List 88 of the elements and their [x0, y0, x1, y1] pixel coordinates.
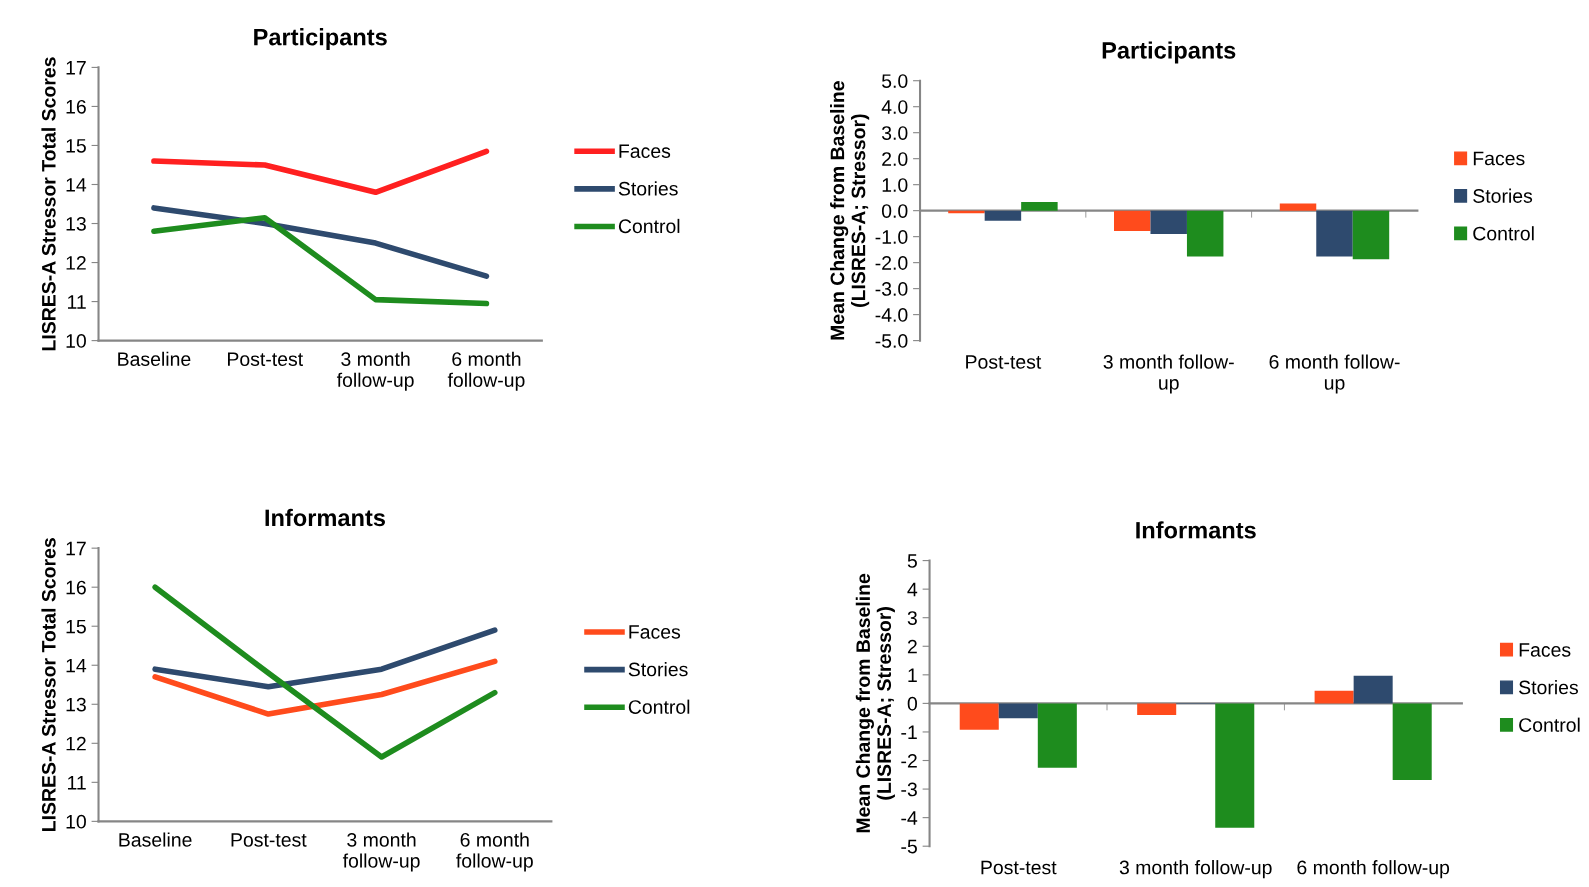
chart-title: Informants	[1136, 521, 1256, 539]
y-tick-label: 11	[68, 776, 86, 790]
y-tick-label: 17	[66, 61, 86, 75]
y-tick-label: -1.0	[875, 230, 908, 244]
y-tick-label: 13	[66, 697, 86, 712]
y-tick-label: -4.0	[875, 308, 908, 322]
y-tick-label: -3	[901, 782, 917, 797]
y-tick-label: -3.0	[875, 282, 908, 296]
bar	[1186, 210, 1224, 257]
y-tick-label: 3	[907, 611, 917, 625]
y-tick-label: 12	[66, 256, 86, 270]
bar	[1150, 210, 1187, 235]
y-tick-label: 2.0	[882, 152, 908, 166]
y-tick-label: -5	[901, 839, 917, 854]
y-tick-label: -1	[901, 725, 917, 739]
bar	[1316, 210, 1353, 257]
x-tick-label: 6 month follow-up	[1297, 860, 1450, 879]
chart-title: Participants	[254, 28, 387, 51]
x-tick-label: Post-test	[966, 355, 1042, 369]
x-tick-label: Post-test	[228, 352, 303, 366]
chart-title: Informants	[265, 508, 385, 527]
x-tick-label: 3 month follow-up	[1119, 860, 1272, 879]
y-tick-label: 14	[66, 178, 87, 192]
chart-title: Participants	[1102, 41, 1236, 64]
bar	[1353, 675, 1393, 704]
legend-label: Stories	[1473, 188, 1533, 203]
bar	[1215, 703, 1255, 828]
y-axis-title: Mean Change from Baseline (LISRES-A; Stressor)	[830, 81, 870, 340]
legend-label: Control	[1473, 226, 1534, 241]
y-tick-label: 16	[66, 99, 86, 114]
y-tick-label: -4	[901, 811, 918, 825]
y-tick-label: -5.0	[875, 334, 908, 348]
legend-label: Faces	[1473, 151, 1525, 166]
legend-label: Faces	[619, 144, 671, 158]
y-tick-label: 0	[907, 696, 917, 711]
legend-label: Control	[628, 699, 690, 714]
x-tick-label: 6 month follow-up	[447, 351, 525, 391]
legend-label: Stories	[618, 181, 678, 196]
y-tick-label: 13	[66, 216, 86, 231]
bar	[1392, 703, 1432, 780]
x-tick-label: Baseline	[118, 351, 191, 366]
legend-label: Stories	[628, 662, 688, 677]
y-tick-label: 10	[66, 334, 86, 348]
y-tick-label: 12	[66, 736, 86, 751]
y-tick-label: 15	[66, 619, 86, 634]
bar	[1021, 202, 1058, 211]
bar	[1137, 703, 1177, 716]
x-tick-label: 6 month follow-up	[456, 832, 533, 872]
y-tick-label: 15	[66, 139, 86, 153]
bar	[984, 210, 1022, 221]
y-tick-label: 14	[66, 658, 87, 673]
y-axis-title: LISRES-A Stressor Total Scores	[41, 538, 56, 831]
x-tick-label: Post-test	[981, 860, 1057, 875]
legend-label: Faces	[629, 625, 681, 639]
y-tick-label: 11	[68, 295, 86, 309]
y-tick-label: 0.0	[881, 204, 908, 218]
legend-label: Control	[1519, 717, 1580, 732]
x-tick-label: 3 month follow- up	[1103, 354, 1234, 394]
x-tick-label: Baseline	[119, 832, 192, 847]
y-tick-label: 1.0	[882, 178, 908, 192]
x-tick-label: Post-test	[231, 833, 307, 847]
bar	[1352, 210, 1390, 260]
bar	[959, 703, 999, 730]
y-tick-label: 2	[907, 639, 917, 654]
y-tick-label: 4	[907, 582, 918, 597]
bar	[1279, 203, 1317, 211]
bar	[1114, 210, 1151, 231]
y-tick-label: -2.0	[875, 256, 908, 270]
y-axis-title: Mean Change from Baseline (LISRES-A; Stressor)	[855, 573, 895, 833]
y-tick-label: 10	[66, 814, 86, 829]
y-tick-label: 5.0	[881, 74, 908, 88]
y-axis-title: LISRES-A Stressor Total Scores	[41, 57, 56, 351]
bar	[1314, 690, 1354, 704]
y-tick-label: 16	[66, 580, 86, 595]
y-tick-label: 5	[907, 554, 917, 568]
legend-label: Stories	[1519, 680, 1578, 695]
x-tick-label: 3 month follow-up	[336, 351, 414, 391]
legend-label: Control	[618, 218, 680, 234]
y-tick-label: 4.0	[881, 100, 908, 114]
legend-label: Faces	[1519, 643, 1571, 657]
bar	[1037, 703, 1077, 768]
x-tick-label: 6 month follow- up	[1269, 354, 1400, 394]
y-tick-label: 3.0	[881, 126, 908, 140]
y-tick-label: 1	[908, 668, 917, 682]
y-tick-label: 17	[66, 541, 86, 556]
bar	[998, 703, 1038, 719]
y-tick-label: -2	[901, 753, 917, 768]
x-tick-label: 3 month follow-up	[342, 832, 420, 872]
